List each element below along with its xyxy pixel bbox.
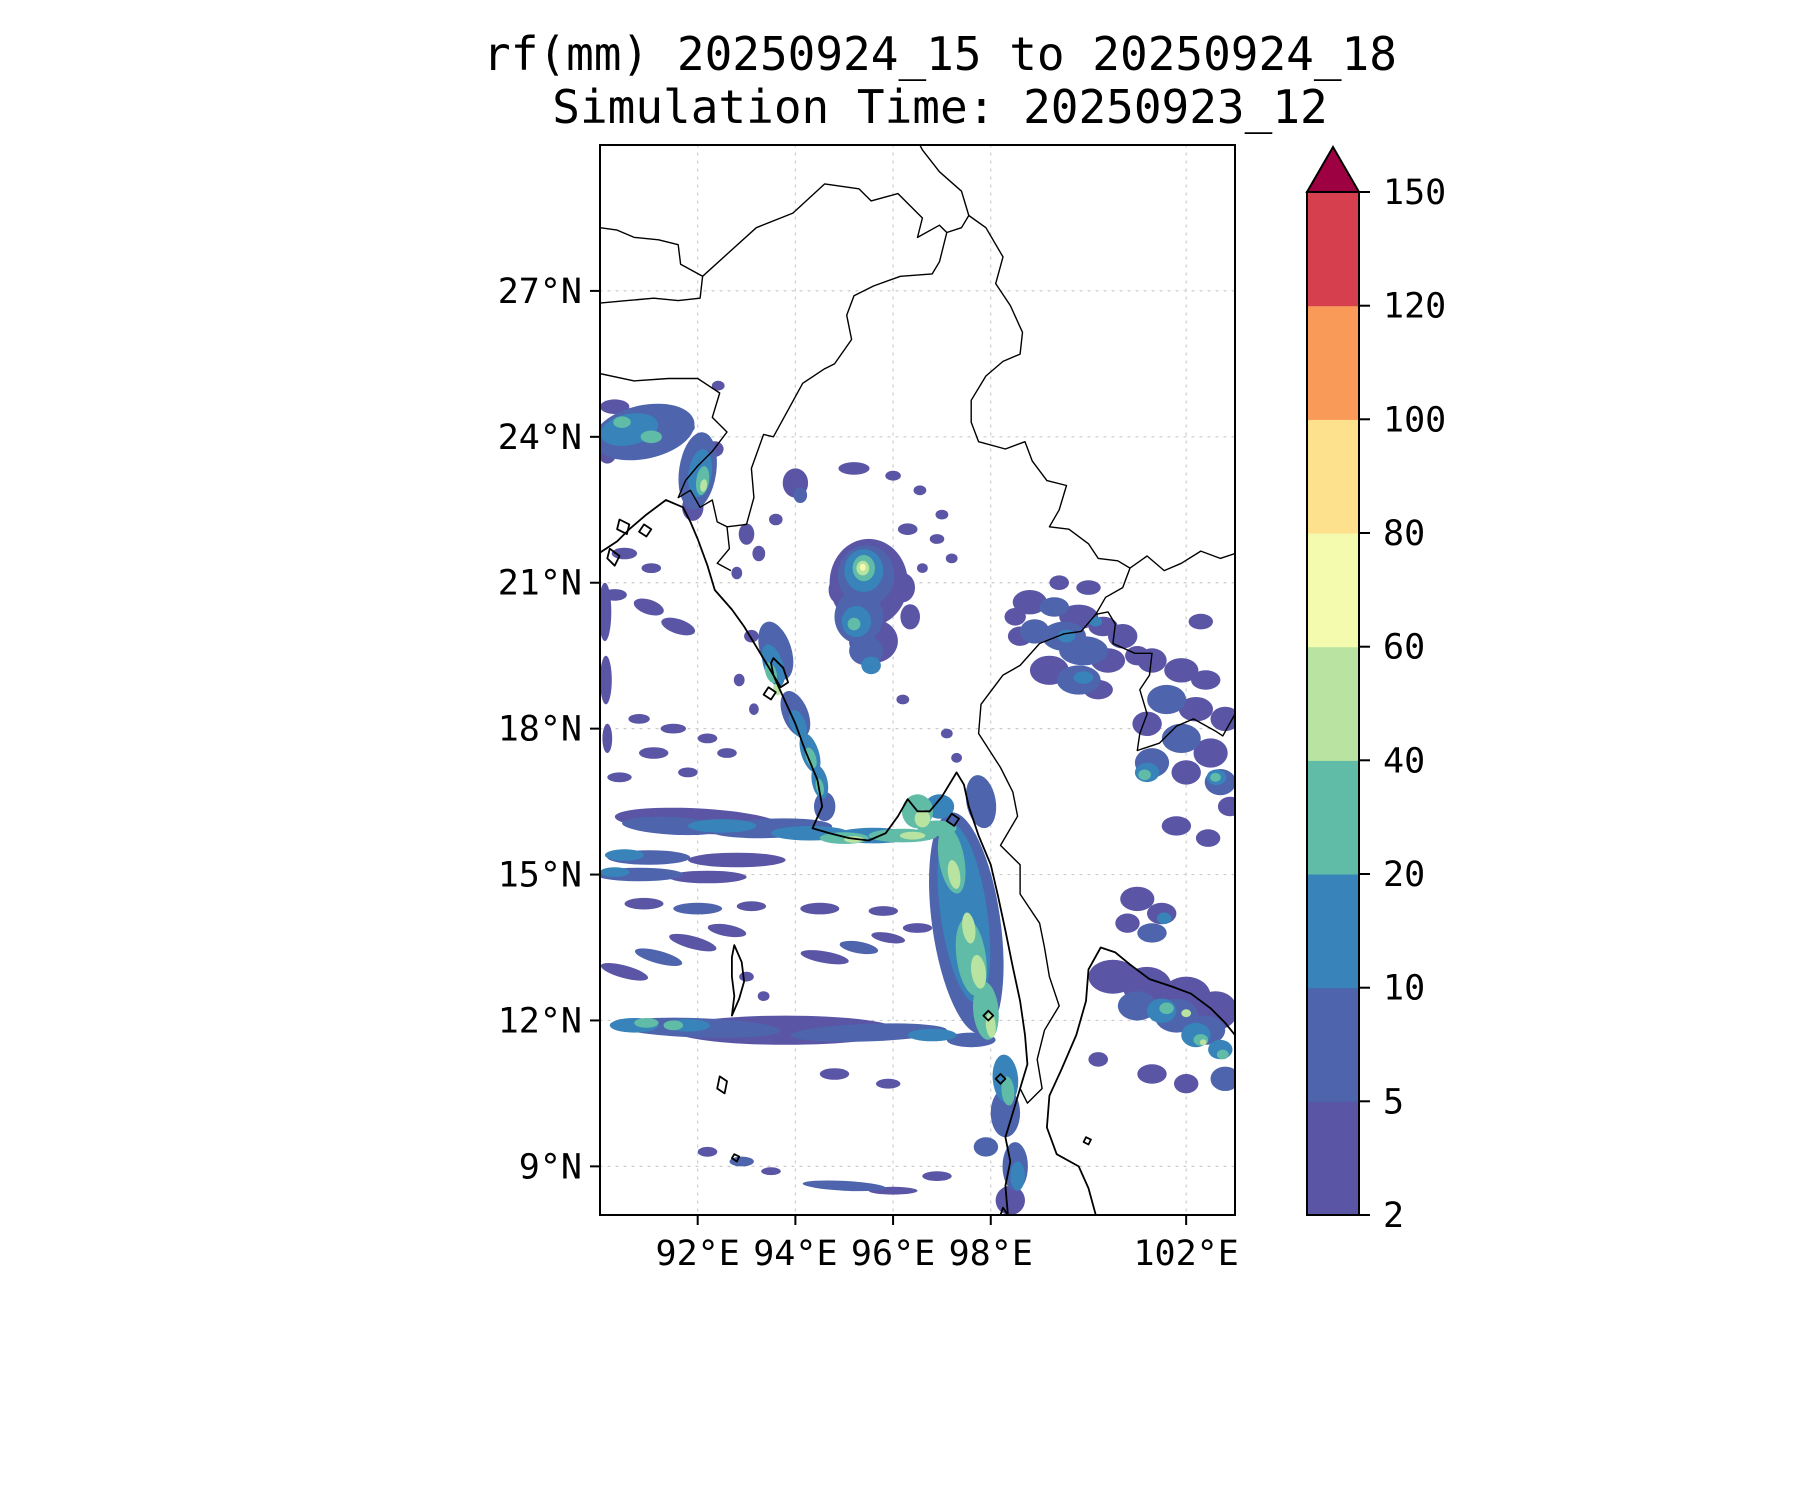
colorbar-tick-label: 20	[1383, 855, 1425, 895]
colorbar-tick-label: 10	[1383, 969, 1425, 1009]
axis-ticks	[590, 289, 1188, 1225]
figure-title-line2: Simulation Time: 20250923_12	[552, 80, 1328, 135]
x-tick-label: 92°E	[656, 1234, 740, 1274]
x-tick-label: 102°E	[1133, 1234, 1238, 1274]
colorbar-band	[1307, 419, 1359, 534]
y-tick-label: 27°N	[498, 272, 582, 312]
y-tick-label: 21°N	[498, 564, 582, 604]
y-tick-labels: 27°N 24°N 21°N 18°N 15°N 12°N 9°N	[498, 272, 582, 1187]
colorbar-extend-triangle	[1305, 145, 1361, 193]
figure-title-line1: rf(mm) 20250924_15 to 20250924_18	[483, 27, 1397, 81]
x-tick-label: 96°E	[851, 1234, 935, 1274]
colorbar-tick-label: 5	[1383, 1082, 1404, 1122]
colorbar-tick-label: 60	[1383, 628, 1425, 668]
colorbar-tick-label: 120	[1383, 287, 1446, 327]
colorbar-band	[1307, 987, 1359, 1102]
colorbar-band	[1307, 646, 1359, 761]
colorbar-tick-label: 100	[1383, 400, 1446, 440]
colorbar-outline	[1306, 191, 1360, 1216]
colorbar-band	[1307, 305, 1359, 420]
colorbar-band	[1307, 533, 1359, 648]
colorbar-band	[1307, 760, 1359, 875]
colorbar-tick-label: 40	[1383, 741, 1425, 781]
y-tick-label: 15°N	[498, 856, 582, 896]
figure-title: rf(mm) 20250924_15 to 20250924_18 Simula…	[290, 27, 1590, 135]
colorbar-tick-label: 150	[1383, 173, 1446, 213]
y-tick-label: 12°N	[498, 1001, 582, 1041]
plot-frame	[599, 144, 1236, 1216]
x-tick-label: 94°E	[753, 1234, 837, 1274]
x-tick-label: 98°E	[949, 1234, 1033, 1274]
country-borders	[600, 145, 1235, 1104]
colorbar-band	[1307, 874, 1359, 989]
colorbar: 2 5 10 20 40 60 80 100 120 150	[1305, 145, 1446, 1236]
coastlines	[600, 499, 1235, 1215]
y-tick-label: 18°N	[498, 710, 582, 750]
precip-field	[600, 380, 1235, 1215]
y-tick-label: 9°N	[519, 1147, 582, 1187]
gridlines	[599, 144, 1236, 1216]
colorbar-tick-label: 2	[1383, 1196, 1404, 1236]
y-tick-label: 24°N	[498, 418, 582, 458]
colorbar-band	[1307, 192, 1359, 307]
colorbar-band	[1307, 1101, 1359, 1216]
x-tick-labels: 92°E 94°E 96°E 98°E 102°E	[656, 1234, 1239, 1274]
colorbar-tick-label: 80	[1383, 514, 1425, 554]
